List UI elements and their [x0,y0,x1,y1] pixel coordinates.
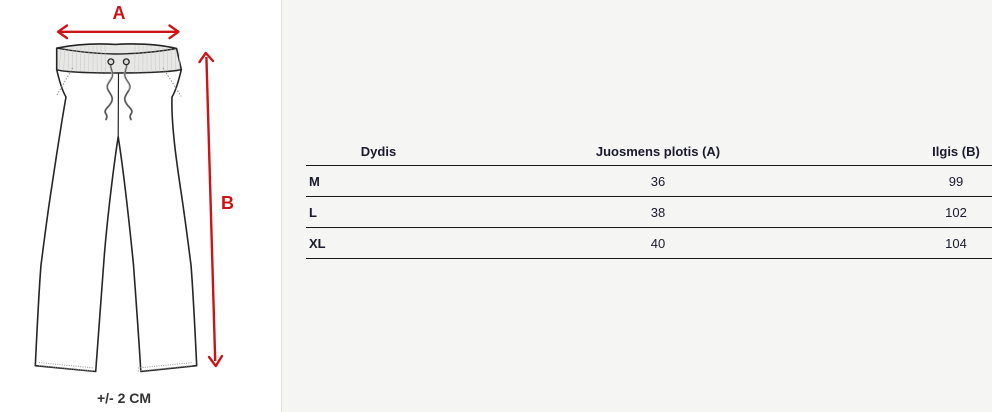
svg-text:+/- 2 CM: +/- 2 CM [97,390,151,406]
svg-text:A: A [113,3,126,23]
svg-text:B: B [221,193,234,213]
